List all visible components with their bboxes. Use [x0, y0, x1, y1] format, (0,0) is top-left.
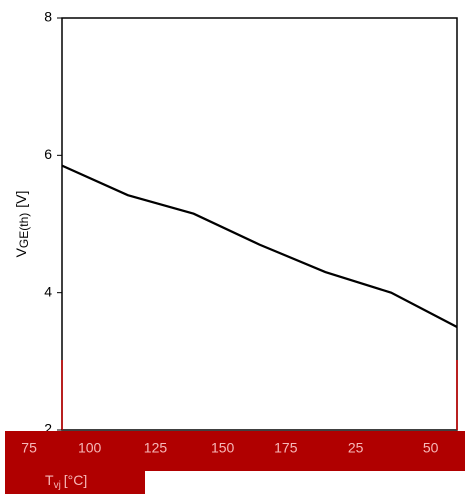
- y-axis-label: VGE(th) [V]: [13, 191, 31, 258]
- y-tick-label: 2: [44, 421, 52, 437]
- y-tick-label: 6: [44, 146, 52, 162]
- x-tick-label: 150: [211, 440, 235, 456]
- x-label-main: T: [45, 472, 54, 488]
- x-tick-label: 50: [423, 440, 439, 456]
- data-line: [61, 164, 458, 328]
- x-label-band: [5, 471, 145, 494]
- y-label-main: V: [13, 247, 29, 257]
- y-tick-label: 8: [44, 9, 52, 25]
- x-tick-label: 125: [144, 440, 168, 456]
- x-tick-label: 25: [348, 440, 364, 456]
- x-tick-label: 175: [274, 440, 298, 456]
- y-label-unit: [V]: [13, 191, 29, 208]
- plot-frame: [61, 17, 458, 431]
- x-label-sub: vj: [54, 480, 61, 491]
- x-axis-band: [5, 431, 465, 471]
- x-tick-label: 100: [78, 440, 102, 456]
- y-tick-label: 4: [44, 283, 52, 299]
- y-label-sub: GE(th): [17, 213, 31, 248]
- x-axis-label: Tvj [°C]: [45, 472, 87, 491]
- x-label-unit: [°C]: [64, 472, 88, 488]
- x-tick-label: 75: [21, 440, 37, 456]
